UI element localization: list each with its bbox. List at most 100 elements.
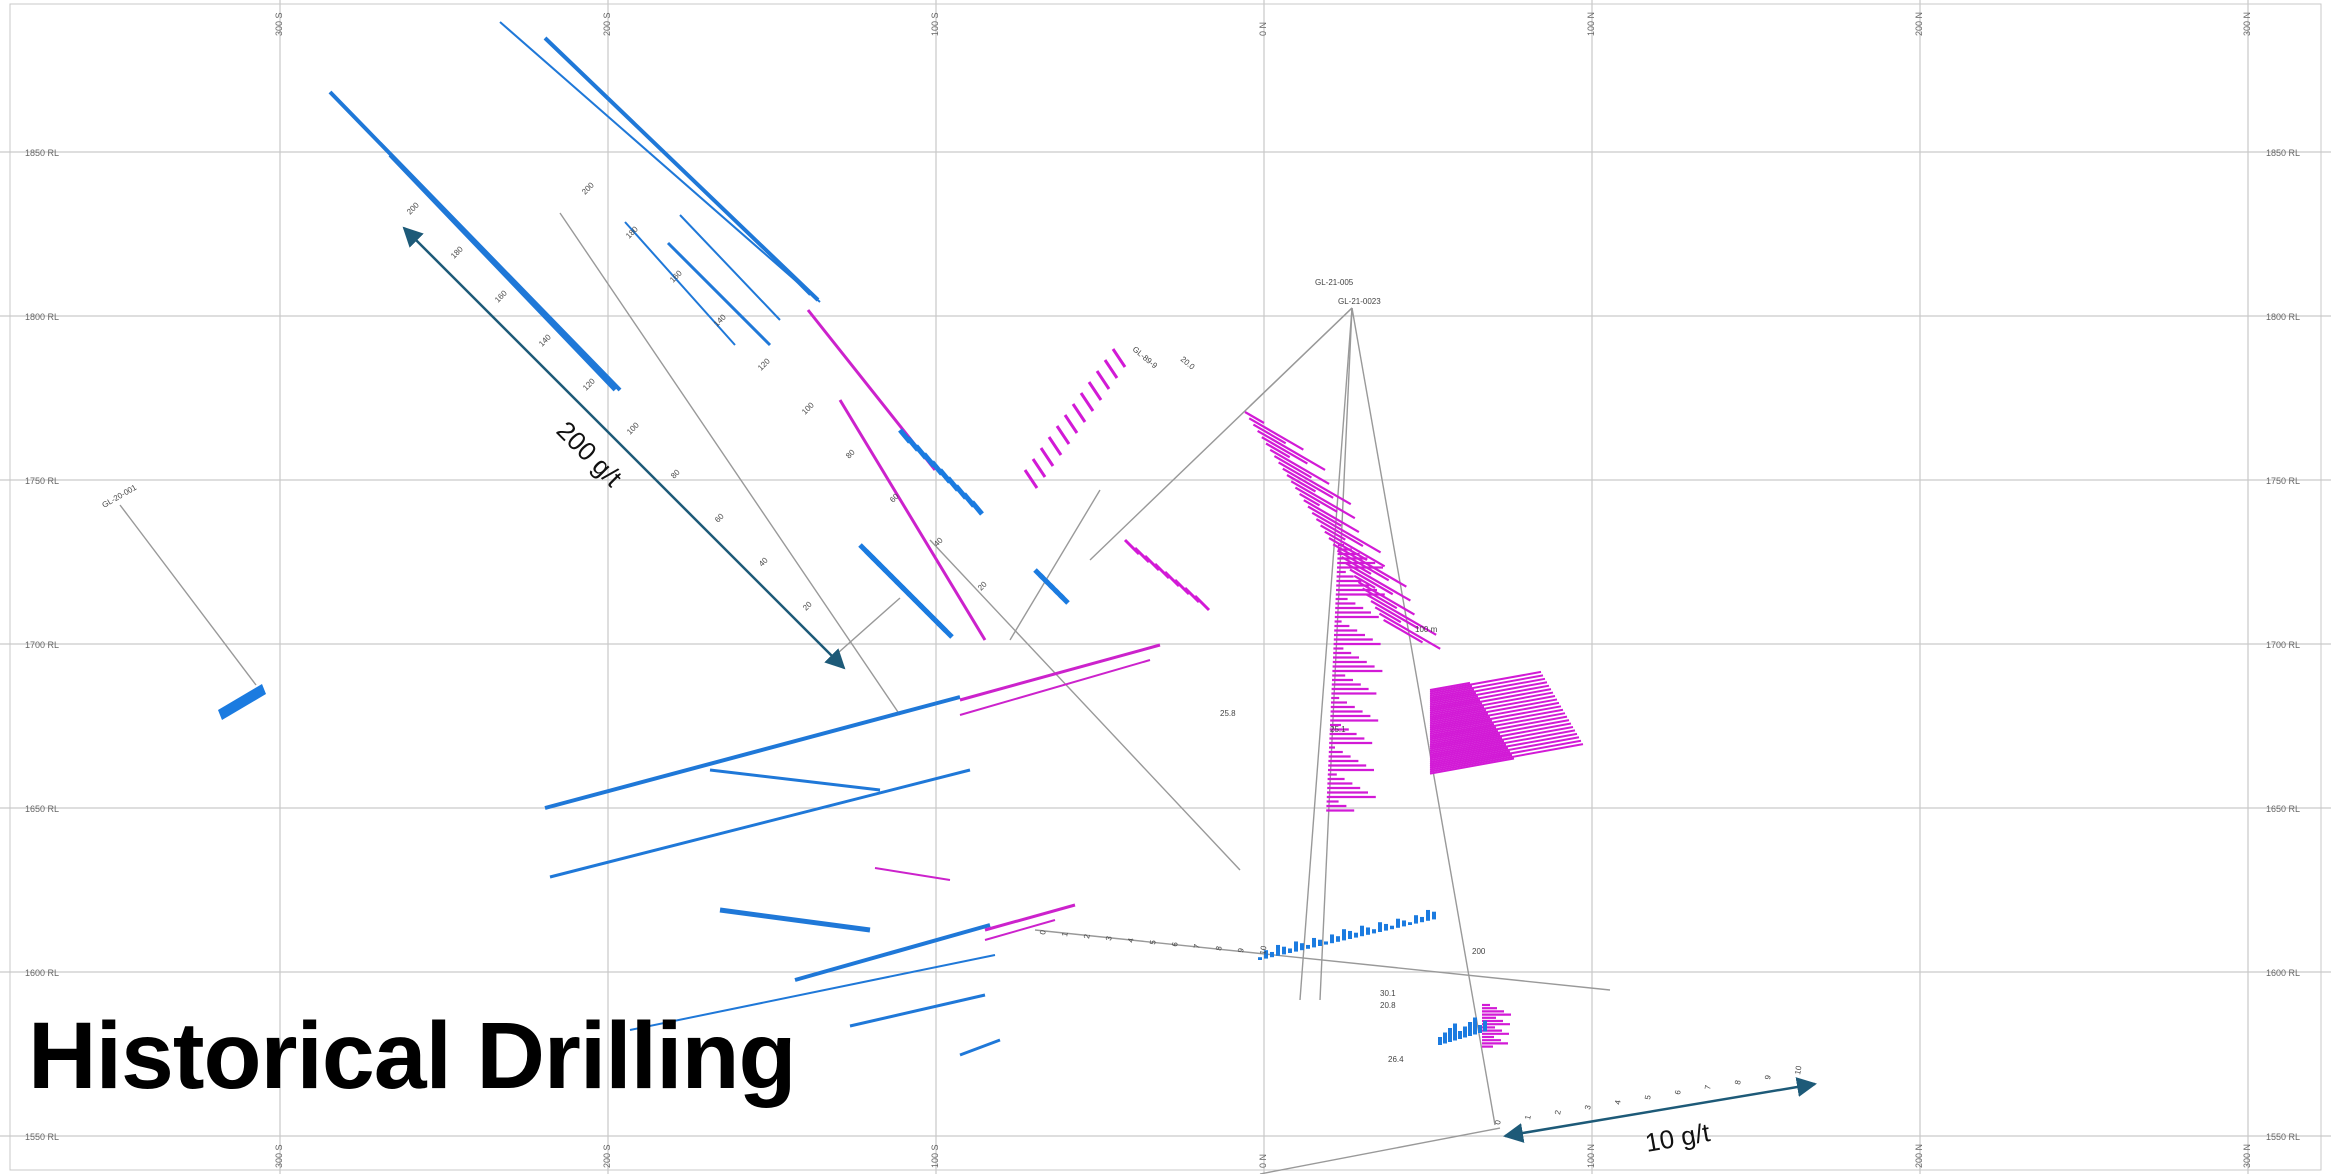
easting-label: 200 N <box>1914 1144 1924 1168</box>
assay-bar <box>1429 725 1574 754</box>
assay-bar <box>1023 469 1039 489</box>
easting-label: 100 S <box>930 12 940 36</box>
scale-label-bottom: 10 g/t <box>1643 1117 1713 1158</box>
hole-id-labels: GL-21-005 GL-21-0023 GL-89-9 <box>1131 278 1382 371</box>
assay-bar <box>1429 726 1497 741</box>
assay-bar <box>1429 739 1582 769</box>
assay-bar <box>1103 359 1119 379</box>
scale-tick-label: 0 <box>1493 1119 1503 1125</box>
assay-bar <box>1429 757 1515 775</box>
easting-labels-bottom: 300 S 200 S 100 S 0 N 100 N 200 N 300 N <box>274 1144 2252 1168</box>
scale-label-left: 200 g/t <box>551 415 629 493</box>
easting-label: 200 S <box>602 12 612 36</box>
trace-line <box>1034 929 1611 991</box>
rl-label: 1650 RL <box>2266 804 2300 814</box>
easting-label: 300 S <box>274 12 284 36</box>
scale-tick-label: 7 <box>1703 1084 1713 1090</box>
drill-hole-trace <box>838 399 987 641</box>
rl-label: 1800 RL <box>25 312 59 322</box>
scale-tick-label: 120 <box>756 356 772 372</box>
scale-tick-label: 60 <box>713 511 726 524</box>
assay-bar <box>1429 701 1560 728</box>
scale-tick-label: 140 <box>537 332 553 348</box>
assay-bar <box>1345 562 1411 602</box>
assay-bar <box>1349 568 1394 596</box>
assay-bar <box>1429 674 1544 697</box>
assay-bar <box>1261 436 1308 465</box>
trace-line <box>1259 1127 1501 1174</box>
scale-tick-label: 200 <box>405 200 421 216</box>
bottom-scale-ticks: 0 1 2 3 4 5 6 7 8 9 10 0 1 2 3 4 5 6 7 8 9 10 <box>1038 929 1804 1125</box>
assay-bar <box>1366 593 1437 636</box>
drill-hole-trace <box>794 923 991 982</box>
rl-label: 1600 RL <box>2266 968 2300 978</box>
scale-tick-label: 10 <box>1793 1064 1804 1075</box>
assay-bar <box>1294 486 1338 513</box>
frame <box>9 3 2322 1171</box>
trace-line <box>829 597 901 661</box>
scale-tick-label: 10 <box>1258 944 1269 955</box>
rl-label: 1850 RL <box>2266 148 2300 158</box>
rl-label: 1750 RL <box>2266 476 2300 486</box>
scale-tick-label: 160 <box>668 268 684 284</box>
assay-bar <box>1063 414 1079 434</box>
assay-bar <box>1058 593 1070 605</box>
scale-tick-label: 80 <box>844 447 857 460</box>
assay-bar <box>1374 606 1402 624</box>
scale-tick-label: 20 <box>801 599 814 612</box>
assay-bar <box>1265 442 1291 459</box>
assay-bar <box>1429 729 1576 758</box>
assay-bar <box>1341 555 1372 575</box>
assay-bar <box>1429 733 1501 748</box>
assay-bar <box>1286 474 1317 493</box>
assay-bar <box>1429 729 1499 745</box>
assay-bar <box>1429 709 1487 722</box>
assay-bar <box>1429 685 1473 695</box>
scale-tick-label: 180 <box>624 224 640 240</box>
trace-line <box>1299 307 1353 1001</box>
rl-labels-right: 1850 RL 1800 RL 1750 RL 1700 RL 1650 RL … <box>2266 148 2300 1142</box>
assay-bar <box>1320 524 1346 541</box>
assay-bar <box>1193 594 1211 612</box>
assay-bar <box>1429 705 1562 731</box>
assay-bar <box>1429 754 1513 771</box>
assay-histograms <box>858 348 1584 1048</box>
assay-bar <box>1299 492 1321 507</box>
easting-label: 200 S <box>602 1144 612 1168</box>
trace-line <box>1009 489 1101 641</box>
assay-bar <box>1429 681 1471 691</box>
scale-tick-label: 3 <box>1583 1104 1593 1110</box>
assay-bar <box>1429 732 1578 762</box>
scale-tick-label: 120 <box>581 376 597 392</box>
assay-bar <box>1429 688 1475 699</box>
assay-bar <box>1429 695 1556 720</box>
assay-bar <box>1353 574 1376 589</box>
assay-bar <box>1357 581 1416 616</box>
drill-hole-trace <box>709 768 881 792</box>
drill-hole-trace <box>729 214 811 296</box>
assay-bar <box>1429 740 1505 756</box>
easting-label: 300 S <box>274 1144 284 1168</box>
drill-hole-trace <box>549 768 971 879</box>
rl-label: 1700 RL <box>2266 640 2300 650</box>
assay-bar <box>1307 505 1342 527</box>
rl-label: 1600 RL <box>25 968 59 978</box>
scale-tick-label: 6 <box>1673 1089 1683 1095</box>
scale-tick-label: 8 <box>1733 1079 1743 1085</box>
scale-tick-label: 4 <box>1613 1099 1623 1105</box>
drill-hole-trace <box>719 907 871 933</box>
drill-hole-trace <box>959 659 1151 716</box>
assay-bar <box>1429 719 1493 733</box>
assay-bar <box>1039 447 1055 467</box>
trace-line <box>1089 307 1353 561</box>
assay-bar <box>1248 417 1304 451</box>
rl-label: 1700 RL <box>25 640 59 650</box>
assay-label: 200 <box>1472 947 1486 956</box>
scale-tick-label: 180 <box>449 244 465 260</box>
scale-tick-label: 0 <box>1038 929 1048 935</box>
assay-bar <box>1429 681 1548 705</box>
assay-bar <box>1311 511 1382 554</box>
assay-label: 30.1 <box>1380 989 1396 998</box>
assay-bar <box>1111 348 1127 368</box>
